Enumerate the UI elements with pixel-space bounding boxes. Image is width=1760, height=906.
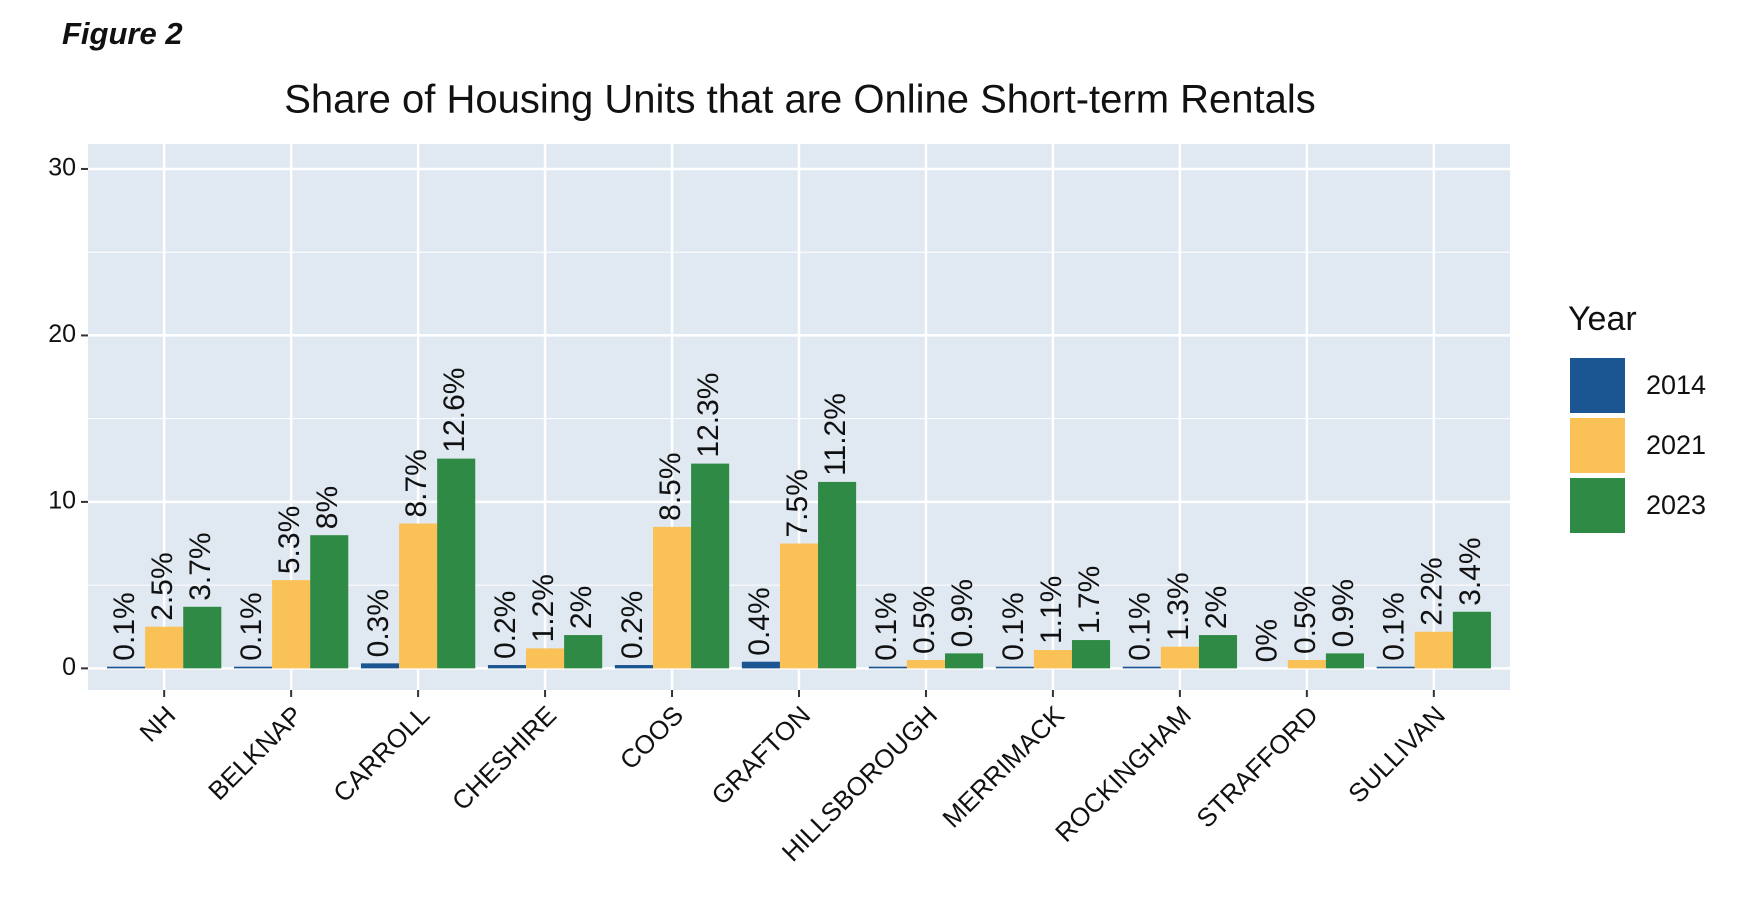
value-label: 2.2% — [1416, 557, 1449, 625]
bar — [183, 606, 222, 669]
x-tick-label: NH — [134, 700, 182, 748]
bar — [614, 665, 653, 669]
bar — [234, 666, 273, 669]
value-label: 0.4% — [743, 587, 776, 655]
value-label: 1.2% — [527, 574, 560, 642]
x-tick-label: SULLIVAN — [1342, 700, 1451, 809]
value-label: 0.5% — [1289, 586, 1322, 654]
bar — [564, 635, 603, 669]
value-label: 0.1% — [1124, 592, 1157, 660]
legend-label: 2021 — [1646, 430, 1706, 460]
value-label: 11.2% — [819, 393, 852, 476]
x-tick-label: CARROLL — [327, 700, 435, 808]
value-label: 3.7% — [184, 532, 217, 600]
bar — [526, 648, 565, 669]
bar — [107, 666, 146, 669]
bar — [1325, 653, 1364, 669]
bar — [360, 663, 400, 669]
value-label: 2% — [1200, 586, 1233, 629]
chart-title: Share of Housing Units that are Online S… — [284, 78, 1316, 122]
value-label: 0.1% — [108, 592, 141, 660]
value-label: 0.1% — [1378, 592, 1411, 660]
x-tick-label: MERRIMACK — [936, 699, 1070, 833]
bar — [1287, 660, 1326, 669]
x-tick-label: STRAFFORD — [1190, 700, 1324, 834]
bar — [741, 661, 780, 669]
value-label: 1.1% — [1035, 576, 1068, 644]
legend-label: 2014 — [1646, 370, 1706, 400]
value-label: 0.9% — [946, 579, 979, 647]
value-label: 3.4% — [1454, 537, 1487, 605]
value-label: 1.7% — [1073, 566, 1106, 634]
value-label: 2% — [565, 586, 598, 629]
value-label: 1.3% — [1162, 572, 1195, 640]
bar — [310, 535, 349, 669]
value-label: 0.2% — [489, 591, 522, 659]
value-label: 2.5% — [146, 552, 179, 620]
bar — [691, 463, 730, 669]
bar — [1122, 666, 1161, 669]
bar — [487, 665, 527, 669]
bar — [1376, 666, 1415, 669]
value-label: 0.3% — [362, 589, 395, 657]
value-label: 5.3% — [273, 506, 306, 574]
bar — [1198, 635, 1238, 669]
x-tick-label: COOS — [614, 700, 689, 775]
y-tick-label: 10 — [48, 487, 76, 515]
bar — [437, 458, 476, 669]
y-tick-label: 30 — [48, 154, 76, 182]
value-label: 8.7% — [400, 449, 433, 517]
value-label: 0.1% — [997, 592, 1030, 660]
bar — [399, 523, 438, 669]
value-label: 12.3% — [692, 373, 725, 458]
bar — [995, 666, 1034, 669]
x-tick-label: CHESHIRE — [446, 700, 562, 816]
bar — [779, 543, 819, 669]
y-tick-label: 20 — [48, 320, 76, 348]
value-label: 0.9% — [1327, 579, 1360, 647]
bar — [868, 666, 907, 669]
bar — [1160, 646, 1199, 669]
y-tick-label: 0 — [62, 653, 76, 681]
legend-key — [1570, 478, 1625, 533]
legend-key — [1570, 418, 1625, 473]
bar — [1452, 611, 1491, 669]
x-tick-label: GRAFTON — [705, 700, 816, 811]
x-tick-label: ROCKINGHAM — [1049, 700, 1197, 848]
value-label: 0.2% — [616, 591, 649, 659]
legend-title: Year — [1568, 300, 1637, 338]
value-label: 0.1% — [870, 592, 903, 660]
value-label: 0% — [1251, 619, 1284, 662]
x-tick-label: BELKNAP — [202, 700, 308, 806]
bar — [945, 653, 984, 669]
bar — [652, 526, 692, 669]
bar — [906, 660, 946, 669]
value-label: 8.5% — [654, 452, 687, 520]
value-label: 0.5% — [908, 586, 941, 654]
bar — [145, 626, 184, 669]
value-label: 12.6% — [438, 368, 471, 453]
value-label: 8% — [311, 486, 344, 529]
figure-label: Figure 2 — [62, 16, 183, 51]
legend-key — [1570, 358, 1625, 413]
legend-label: 2023 — [1646, 490, 1706, 520]
value-label: 0.1% — [235, 592, 268, 660]
bar — [272, 580, 311, 669]
bar — [1071, 640, 1111, 669]
bar — [1414, 631, 1453, 669]
bar — [1033, 650, 1072, 669]
bar — [818, 481, 857, 669]
value-label: 7.5% — [781, 469, 814, 537]
